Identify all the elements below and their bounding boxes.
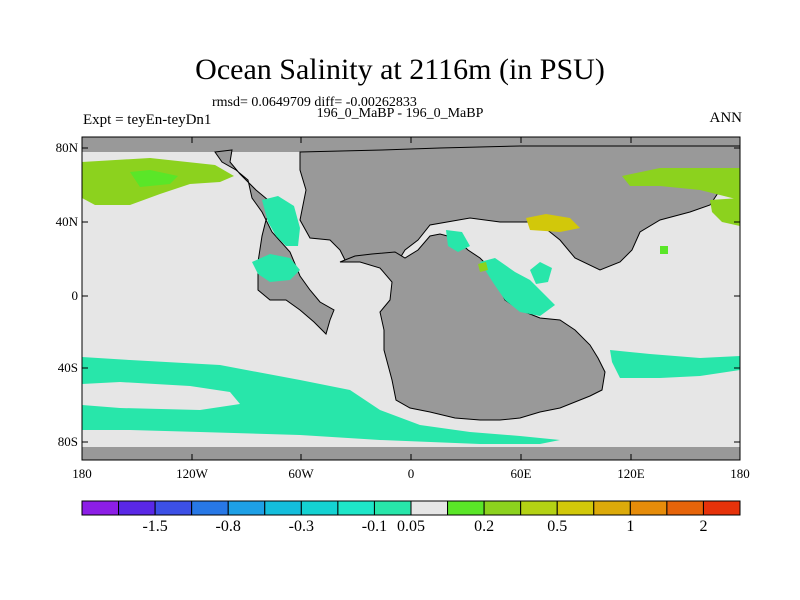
colorbar-swatch [227, 500, 266, 516]
atlantic-negative-anomaly-tropical [252, 254, 300, 282]
colorbar-swatch [300, 500, 339, 516]
experiment-label: Expt = teyEn-teyDn1 [83, 112, 212, 128]
x-tick-label: 60W [288, 466, 314, 481]
america-land [214, 149, 335, 335]
colorbar-swatch [629, 500, 668, 516]
colorbar-swatch [593, 500, 631, 516]
colorbar-label: -0.1 [361, 518, 388, 535]
colorbar-label: 0.2 [474, 518, 495, 535]
colorbar-swatch [373, 500, 412, 516]
x-tick-label: 120W [176, 466, 208, 481]
tethys-negative-anomaly [480, 258, 555, 316]
colorbar-swatch [191, 500, 229, 516]
colorbar-label: 1 [626, 518, 635, 535]
colorbar-swatch [81, 500, 120, 516]
colorbar-swatch [702, 500, 741, 516]
colorbar-swatch [483, 500, 522, 516]
colorbar-swatch [666, 500, 704, 516]
rmsd-diff-stats: rmsd= 0.0649709 diff= -0.00262833 [212, 95, 417, 110]
colorbar [81, 500, 741, 516]
mediterranean-negative-anomaly [446, 230, 470, 252]
southern-indian-negative-band [610, 350, 740, 378]
colorbar-label: 2 [699, 518, 708, 535]
map-panel [82, 137, 741, 460]
southern-ocean-negative-band [82, 357, 560, 444]
y-tick-label: 40N [55, 214, 78, 229]
x-tick-label: 0 [407, 466, 415, 481]
colorbar-swatch [154, 500, 193, 516]
east-ocean-positive-anomaly [710, 198, 740, 226]
colorbar-swatch [447, 500, 485, 516]
colorbar-swatch [264, 500, 302, 516]
africa-south-america-land [339, 233, 606, 421]
colorbar-swatch [410, 500, 449, 516]
chart-subtitle: 196_0_MaBP - 196_0_MaBP [316, 106, 484, 121]
north-pacific-positive-core [130, 170, 178, 187]
colorbar-label: -0.3 [288, 518, 314, 535]
antarctic-land [82, 447, 740, 460]
x-tick-label: 180 [730, 466, 750, 481]
map-ticks [81, 137, 741, 460]
y-tick-label: 80S [57, 434, 78, 449]
y-tick-label: 0 [71, 288, 79, 303]
x-tick-label: 60E [510, 466, 532, 481]
colorbar-swatch [337, 500, 375, 516]
y-tick-label: 40S [57, 360, 78, 375]
x-tick-label: 180 [72, 466, 92, 481]
colorbar-label: -0.8 [215, 518, 241, 535]
tethys-negative-anomaly-east [530, 262, 552, 284]
tethys-positive-small [478, 262, 488, 272]
chart-title: Ocean Salinity at 2116m (in PSU) [195, 53, 605, 86]
colorbar-swatch [520, 500, 558, 516]
x-tick-label: 120E [617, 466, 645, 481]
colorbar-label: 0.5 [547, 518, 568, 535]
colorbar-swatch [556, 500, 595, 516]
island-positive-anomaly [660, 246, 668, 254]
northeast-positive-anomaly [622, 168, 740, 200]
atlantic-negative-anomaly-north [262, 196, 300, 246]
colorbar-swatch [118, 500, 156, 516]
season-label: ANN [709, 110, 743, 126]
y-tick-label: 80N [55, 140, 78, 155]
colorbar-label: 0.05 [397, 518, 425, 535]
colorbar-label: -1.5 [142, 518, 168, 535]
tethys-positive-anomaly [526, 214, 580, 232]
